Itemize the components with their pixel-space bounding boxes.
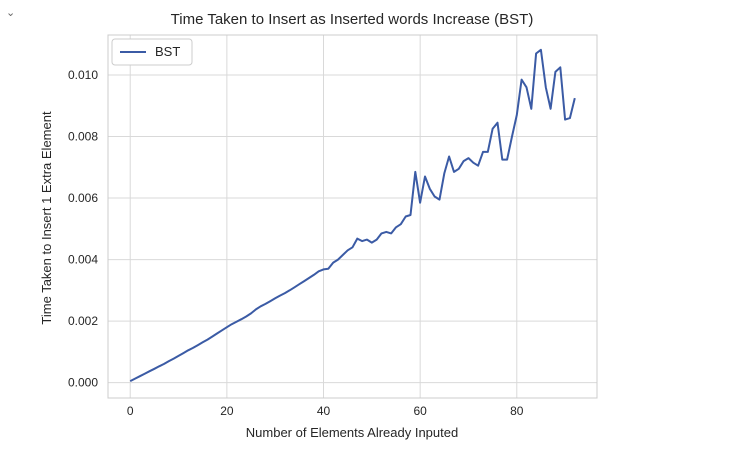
legend: BST bbox=[111, 38, 193, 66]
y-tick-label: 0.004 bbox=[68, 253, 98, 267]
chart-title: Time Taken to Insert as Inserted words I… bbox=[171, 11, 534, 28]
y-axis-label: Time Taken to Insert 1 Extra Element bbox=[39, 111, 54, 325]
x-tick-label: 60 bbox=[413, 404, 427, 418]
legend-box bbox=[111, 38, 193, 66]
x-tick-label: 80 bbox=[510, 404, 524, 418]
x-tick-label: 0 bbox=[127, 404, 134, 418]
chevron-down-icon[interactable]: ⌄ bbox=[6, 7, 16, 19]
x-tick-label: 40 bbox=[317, 404, 331, 418]
y-tick-label: 0.002 bbox=[68, 314, 98, 328]
x-axis-ticks: 0 20 40 60 80 bbox=[127, 404, 524, 418]
x-tick-label: 20 bbox=[220, 404, 234, 418]
legend-label-bst: BST bbox=[155, 44, 180, 59]
y-tick-label: 0.008 bbox=[68, 130, 98, 144]
y-tick-label: 0.006 bbox=[68, 191, 98, 205]
y-tick-label: 0.010 bbox=[68, 68, 98, 82]
grid bbox=[108, 35, 597, 398]
plot-frame bbox=[107, 34, 598, 399]
series-line-bst bbox=[129, 48, 576, 382]
y-tick-label: 0.000 bbox=[68, 376, 98, 390]
y-axis-ticks: 0.000 0.002 0.004 0.006 0.008 0.010 bbox=[68, 68, 98, 390]
x-axis-label: Number of Elements Already Inputed bbox=[246, 425, 458, 440]
